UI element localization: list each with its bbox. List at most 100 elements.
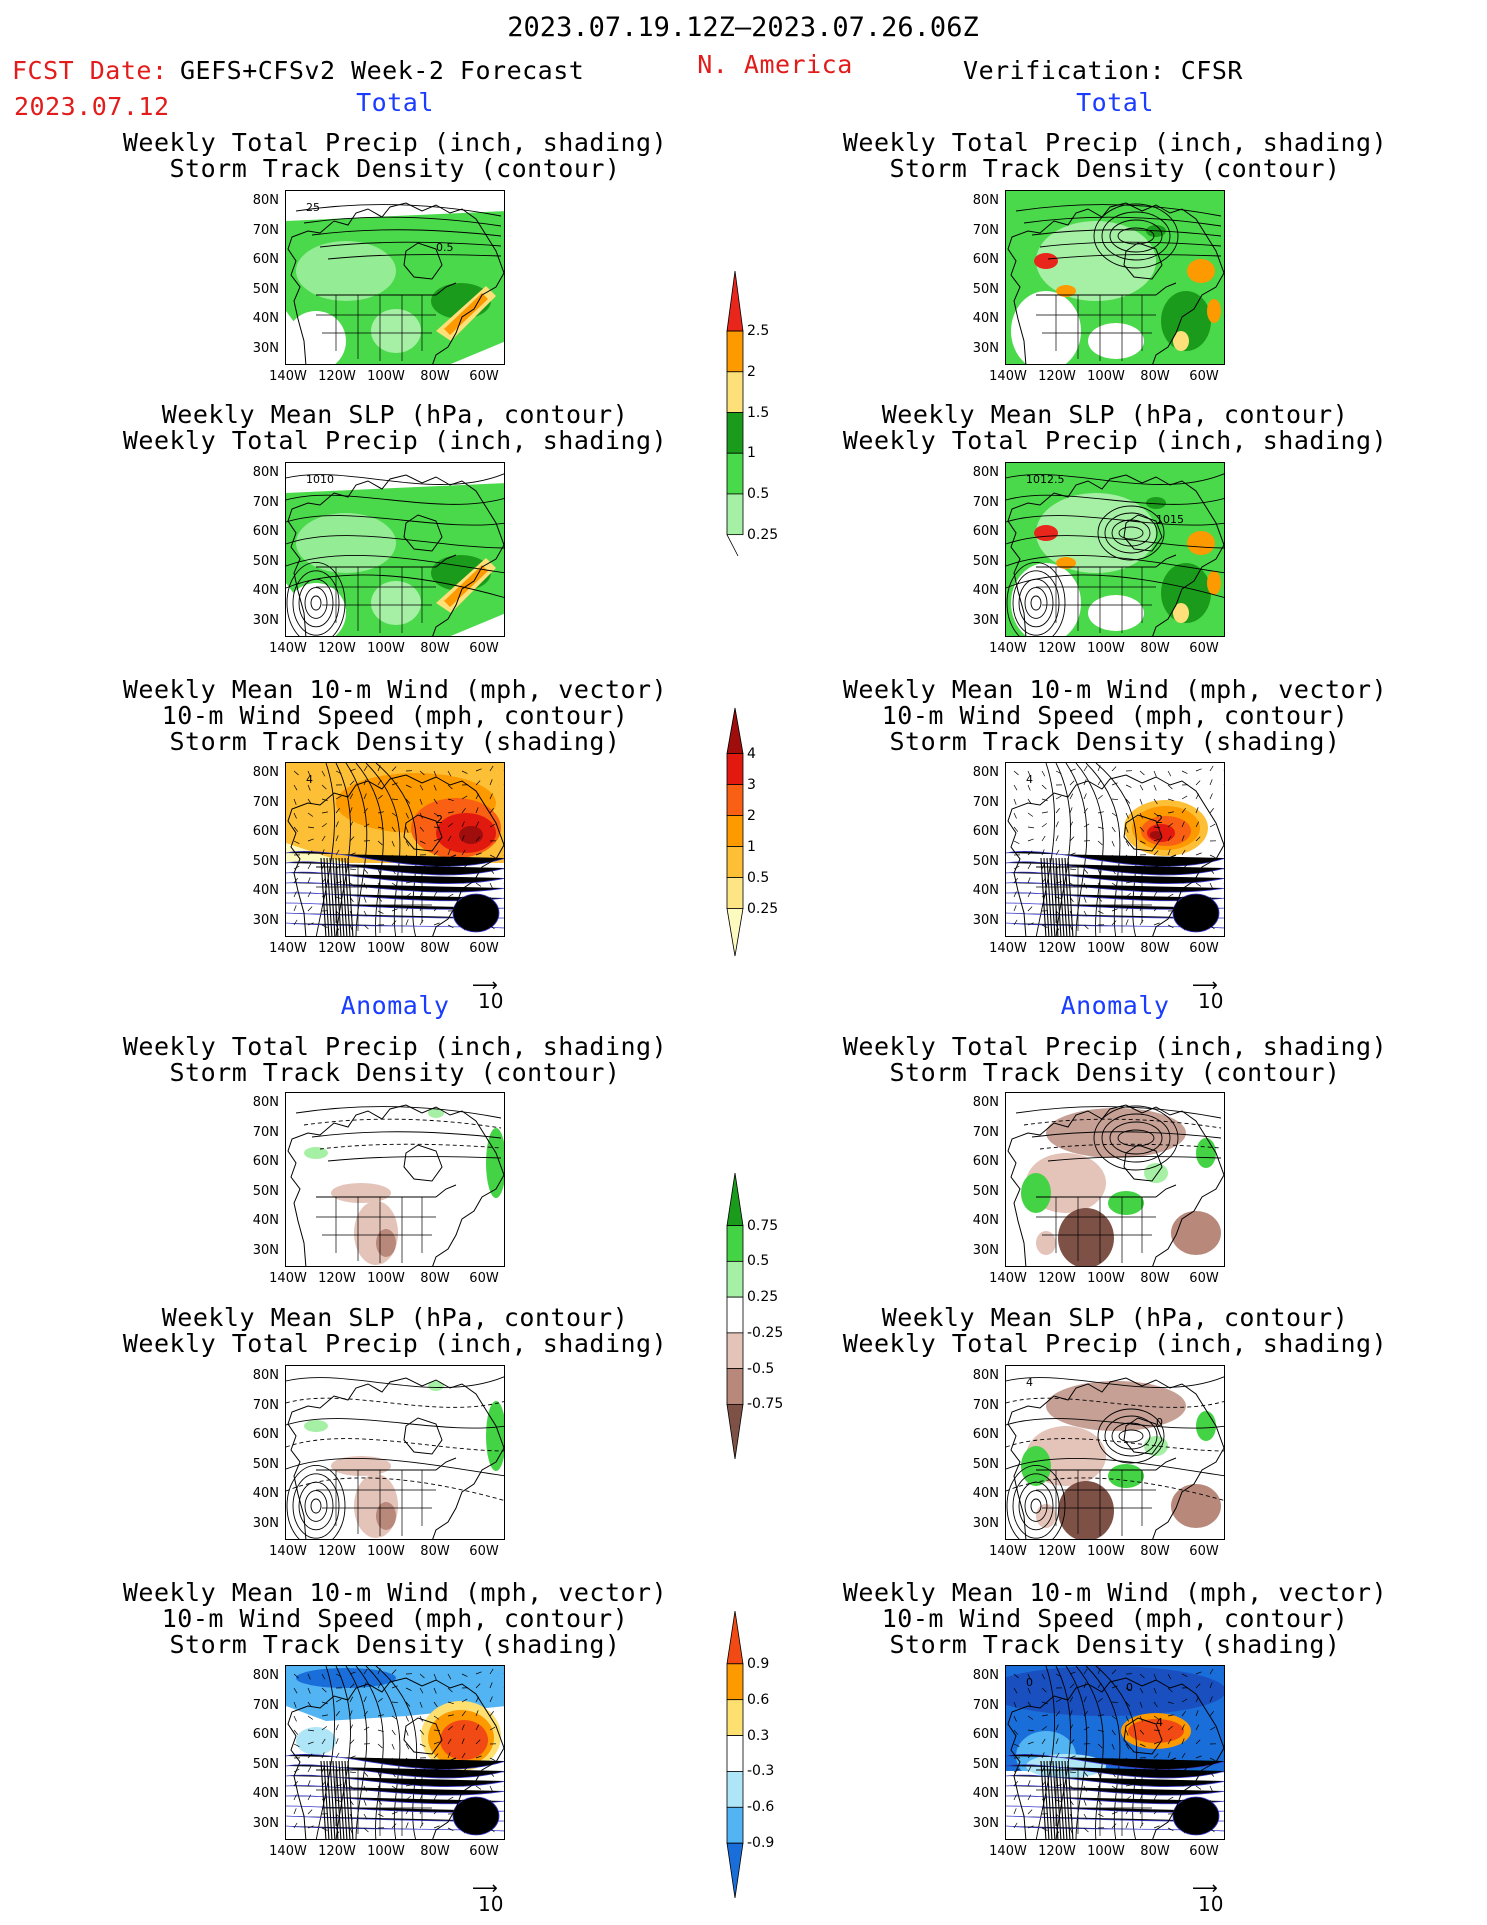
panel-f3-title-1: Weekly Mean 10-m Wind (mph, vector)	[122, 675, 668, 704]
panel-v5-title-2: Weekly Total Precip (inch, shading)	[842, 1329, 1388, 1358]
lat-tick-label: 40N	[972, 311, 999, 326]
lat-tick-label: 40N	[972, 1486, 999, 1501]
cb-storm-anom-swatch	[726, 1735, 744, 1772]
lat-tick-label: 60N	[972, 1154, 999, 1169]
cb-storm-swatch	[726, 753, 744, 785]
panel-f6-title-2: 10-m Wind Speed (mph, contour)	[161, 1604, 629, 1633]
cb-storm-anom-label: 0.9	[747, 1655, 770, 1672]
panel-f2-title-2: Weekly Total Precip (inch, shading)	[122, 426, 668, 455]
lat-tick-label: 50N	[972, 281, 999, 297]
vector-reference-value: 10	[1198, 989, 1224, 1013]
lon-tick-label: 80W	[1140, 369, 1170, 384]
lat-tick-label: 80N	[252, 1368, 279, 1383]
lat-tick-label: 60N	[972, 824, 999, 839]
lon-tick-label: 60W	[1189, 941, 1219, 956]
panel-v2-map: 1012.5 1015	[1005, 462, 1225, 637]
lon-tick-label: 120W	[1038, 369, 1076, 384]
cb-storm-anom-label: 0.3	[747, 1727, 770, 1744]
lat-tick-label: 50N	[252, 1756, 279, 1772]
lat-tick-label: 60N	[252, 524, 279, 539]
lon-tick-label: 140W	[269, 1844, 307, 1859]
lat-tick-label: 40N	[252, 1486, 279, 1501]
cb-precip-anom-label: 0.75	[747, 1217, 779, 1234]
section-anomaly-verification: Anomaly	[1060, 991, 1170, 1020]
lat-tick-label: 40N	[972, 583, 999, 598]
cb-precip-anom-label: 0.5	[747, 1253, 770, 1270]
lat-tick-label: 30N	[972, 612, 999, 628]
panel-v1-title-2: Storm Track Density (contour)	[889, 154, 1341, 183]
lat-tick-label: 70N	[972, 1397, 999, 1413]
panel-v6-title-2: 10-m Wind Speed (mph, contour)	[881, 1604, 1349, 1633]
lon-tick-label: 140W	[269, 1271, 307, 1286]
lat-tick-label: 30N	[252, 612, 279, 628]
cb-precip-label: 2.5	[747, 323, 770, 340]
lat-tick-label: 70N	[252, 794, 279, 810]
panel-f2-map: 1010	[285, 462, 505, 637]
lat-tick-label: 50N	[972, 853, 999, 869]
lon-tick-label: 140W	[269, 941, 307, 956]
cb-precip-colorbar	[725, 270, 745, 561]
lon-tick-label: 80W	[420, 1844, 450, 1859]
panel-f1-map: 25 0.5	[285, 190, 505, 365]
cb-storm-label: 3	[747, 776, 756, 793]
lat-tick-label: 70N	[252, 1697, 279, 1713]
lat-tick-label: 40N	[972, 1786, 999, 1801]
lon-tick-label: 140W	[989, 641, 1027, 656]
lat-tick-label: 80N	[972, 1095, 999, 1110]
panel-f4-map	[285, 1092, 505, 1267]
lat-tick-label: 40N	[252, 883, 279, 898]
panel-v3-contour-label: 4	[1026, 773, 1033, 786]
cb-storm-anom-swatch	[726, 1771, 744, 1808]
cb-precip-anom-label: -0.5	[747, 1360, 775, 1377]
cb-precip-swatch	[726, 330, 744, 373]
panel-f3-title-2: 10-m Wind Speed (mph, contour)	[161, 701, 629, 730]
lat-tick-label: 80N	[972, 765, 999, 780]
lat-tick-label: 80N	[252, 465, 279, 480]
lon-tick-label: 120W	[1038, 941, 1076, 956]
lon-tick-label: 100W	[1087, 1271, 1125, 1286]
cb-storm-anom-swatch	[726, 1699, 744, 1736]
panel-v3-title-2: 10-m Wind Speed (mph, contour)	[881, 701, 1349, 730]
lat-tick-label: 30N	[972, 1815, 999, 1831]
lat-tick-label: 70N	[252, 222, 279, 238]
cb-precip-label: 2	[747, 363, 756, 380]
lat-tick-label: 30N	[252, 1815, 279, 1831]
lat-tick-label: 50N	[252, 853, 279, 869]
lon-tick-label: 140W	[269, 1544, 307, 1559]
cb-precip-swatch	[726, 452, 744, 495]
cb-precip-swatch	[726, 493, 744, 536]
cb-precip-anom-label: -0.75	[747, 1396, 784, 1413]
lat-tick-label: 50N	[252, 1183, 279, 1199]
lat-tick-label: 50N	[252, 1456, 279, 1472]
lon-tick-label: 80W	[420, 941, 450, 956]
panel-v3-contour-label: 2	[1156, 813, 1163, 826]
cb-storm-label: 0.25	[747, 900, 779, 917]
panel-f5-map	[285, 1365, 505, 1540]
lat-tick-label: 40N	[252, 583, 279, 598]
panel-v1-title-1: Weekly Total Precip (inch, shading)	[842, 128, 1388, 157]
lon-tick-label: 100W	[367, 941, 405, 956]
panel-v4-title-2: Storm Track Density (contour)	[889, 1058, 1341, 1087]
cb-precip-anom-swatch	[726, 1260, 744, 1298]
lon-tick-label: 100W	[367, 369, 405, 384]
panel-f4-title-2: Storm Track Density (contour)	[169, 1058, 621, 1087]
lon-tick-label: 140W	[269, 641, 307, 656]
cb-precip-anom-label: 0.25	[747, 1289, 779, 1306]
panel-f1-contour-label: 0.5	[436, 241, 454, 254]
lon-tick-label: 60W	[469, 941, 499, 956]
panel-v2-title-2: Weekly Total Precip (inch, shading)	[842, 426, 1388, 455]
lat-tick-label: 30N	[252, 340, 279, 356]
lat-tick-label: 70N	[972, 1697, 999, 1713]
lon-tick-label: 120W	[318, 1844, 356, 1859]
lon-tick-label: 80W	[1140, 1544, 1170, 1559]
lon-tick-label: 60W	[1189, 1844, 1219, 1859]
arrow-right-icon: ⟶	[472, 975, 498, 996]
lat-tick-label: 40N	[252, 1786, 279, 1801]
lon-tick-label: 140W	[989, 1544, 1027, 1559]
cb-storm-label: 0.5	[747, 869, 770, 886]
fcst-date: 2023.07.12	[14, 92, 170, 121]
lon-tick-label: 140W	[989, 1271, 1027, 1286]
vector-reference-value: 10	[478, 1892, 504, 1916]
panel-v4-map	[1005, 1092, 1225, 1267]
cb-precip-anom-swatch	[726, 1332, 744, 1370]
